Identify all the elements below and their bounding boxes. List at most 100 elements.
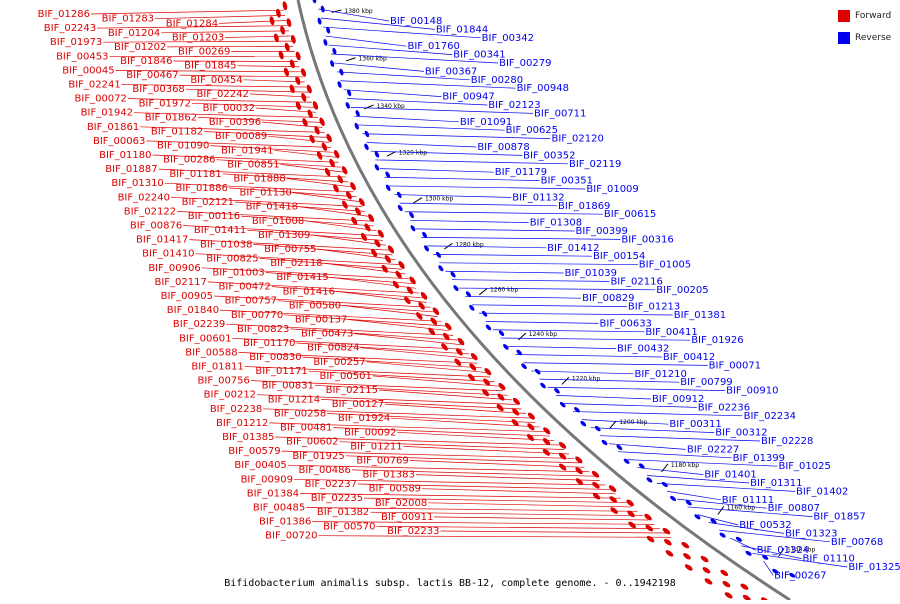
forward-gene-label: BIF_01310 <box>111 178 163 189</box>
reverse-gene-feature <box>481 310 488 318</box>
forward-gene-feature <box>455 347 464 357</box>
forward-gene-label: BIF_02117 <box>154 277 206 288</box>
forward-gene-label: BIF_00286 <box>163 155 215 166</box>
tick-label: 1220 kbp <box>572 375 600 382</box>
forward-leader-line <box>441 531 666 533</box>
reverse-gene-label: BIF_01025 <box>779 461 831 472</box>
reverse-gene-label: BIF_00351 <box>541 176 593 187</box>
forward-gene-label: BIF_01410 <box>142 249 194 260</box>
reverse-gene-label: BIF_00399 <box>576 226 628 237</box>
reverse-gene-feature <box>485 324 492 332</box>
forward-gene-label: BIF_00825 <box>206 253 258 264</box>
reverse-leader-line <box>354 116 458 122</box>
forward-gene-feature <box>312 100 319 110</box>
reverse-gene-label: BIF_00768 <box>831 537 883 548</box>
forward-gene-label: BIF_01181 <box>169 169 221 180</box>
forward-gene-label: BIF_01862 <box>145 112 197 123</box>
forward-leader-line <box>256 108 316 112</box>
reverse-gene-feature <box>502 343 509 351</box>
reverse-gene-feature <box>450 271 457 279</box>
forward-gene-feature <box>325 133 333 143</box>
forward-gene-label: BIF_00453 <box>56 51 108 62</box>
reverse-gene-label: BIF_00910 <box>726 386 778 397</box>
forward-gene-label: BIF_02239 <box>173 319 225 330</box>
forward-gene-feature <box>290 34 297 44</box>
reverse-gene-feature <box>539 382 547 389</box>
forward-gene-label: BIF_02115 <box>326 385 378 396</box>
reverse-gene-label: BIF_01091 <box>460 117 512 128</box>
reverse-leader-line <box>764 561 774 575</box>
reverse-gene-feature <box>516 349 523 357</box>
reverse-gene-feature <box>520 362 527 370</box>
reverse-leader-line <box>465 296 581 298</box>
forward-gene-label: BIF_02243 <box>44 23 96 34</box>
forward-gene-label: BIF_01212 <box>216 418 268 429</box>
reverse-gene-feature <box>397 204 404 212</box>
reverse-gene-label: BIF_01005 <box>639 260 691 271</box>
forward-gene-feature <box>308 134 316 144</box>
reverse-gene-feature <box>323 39 328 47</box>
forward-gene-label: BIF_01383 <box>363 470 415 481</box>
forward-gene-label: BIF_00481 <box>280 423 332 434</box>
reverse-gene-label: BIF_01325 <box>848 562 900 573</box>
reverse-gene-label: BIF_01039 <box>565 268 617 279</box>
reverse-gene-feature <box>498 329 505 337</box>
reverse-gene-label: BIF_01399 <box>733 453 785 464</box>
reverse-leader-line <box>698 515 738 525</box>
forward-gene-feature <box>481 388 490 398</box>
reverse-gene-label: BIF_02116 <box>610 276 662 287</box>
reverse-gene-label: BIF_00878 <box>477 142 529 153</box>
forward-gene-label: BIF_00072 <box>75 94 127 105</box>
tick-label: 1180 kbp <box>671 462 699 469</box>
reverse-leader-line <box>508 346 616 348</box>
reverse-leader-line <box>380 169 494 173</box>
forward-gene-label: BIF_01090 <box>157 141 209 152</box>
forward-gene-feature <box>682 552 692 561</box>
forward-gene-label: BIF_00454 <box>190 75 242 86</box>
legend: Forward Reverse <box>838 8 900 52</box>
reverse-gene-label: BIF_00625 <box>506 125 558 136</box>
forward-gene-label: BIF_00396 <box>209 117 261 128</box>
forward-gene-label: BIF_01418 <box>246 202 298 213</box>
forward-gene-feature <box>496 392 505 402</box>
reverse-gene-feature <box>669 495 677 502</box>
forward-gene-label: BIF_02240 <box>118 192 170 203</box>
forward-gene-label: BIF_01840 <box>167 305 219 316</box>
reverse-gene-feature <box>452 284 459 292</box>
reverse-gene-feature <box>385 184 392 192</box>
forward-gene-label: BIF_01038 <box>200 239 252 250</box>
forward-gene-feature <box>397 260 406 270</box>
reverse-leader-line <box>326 36 407 46</box>
reverse-gene-label: BIF_00633 <box>600 318 652 329</box>
forward-gene-label: BIF_00905 <box>161 291 213 302</box>
forward-leader-line <box>379 390 512 400</box>
reverse-gene-label: BIF_01009 <box>586 184 638 195</box>
forward-gene-label: BIF_00823 <box>237 324 289 335</box>
forward-gene-label: BIF_01417 <box>136 235 188 246</box>
reverse-gene-label: BIF_00367 <box>425 66 477 77</box>
forward-gene-label: BIF_00467 <box>126 70 178 81</box>
forward-gene-label: BIF_01941 <box>221 145 273 156</box>
forward-gene-label: BIF_02235 <box>311 493 363 504</box>
forward-gene-feature <box>415 311 424 321</box>
reverse-leader-line <box>452 280 609 282</box>
reverse-gene-feature <box>623 458 631 465</box>
forward-gene-label: BIF_01211 <box>350 441 402 452</box>
forward-gene-feature <box>558 452 568 461</box>
tick-mark <box>346 58 355 61</box>
reverse-gene-label: BIF_02236 <box>698 402 750 413</box>
forward-gene-feature <box>663 538 673 547</box>
forward-gene-label: BIF_00092 <box>344 427 396 438</box>
reverse-leader-line <box>433 254 592 256</box>
forward-gene-label: BIF_00588 <box>185 347 237 358</box>
reverse-gene-label: BIF_01844 <box>436 24 488 35</box>
forward-gene-label: BIF_00063 <box>93 136 145 147</box>
forward-gene-label: BIF_00851 <box>227 159 279 170</box>
tick-mark <box>518 333 525 340</box>
forward-gene-label: BIF_01384 <box>247 488 299 499</box>
forward-gene-label: BIF_01887 <box>105 164 157 175</box>
forward-gene-feature <box>349 181 357 191</box>
reverse-leader-line <box>416 229 575 231</box>
legend-forward-label: Forward <box>855 11 891 21</box>
forward-leader-line <box>274 150 335 157</box>
